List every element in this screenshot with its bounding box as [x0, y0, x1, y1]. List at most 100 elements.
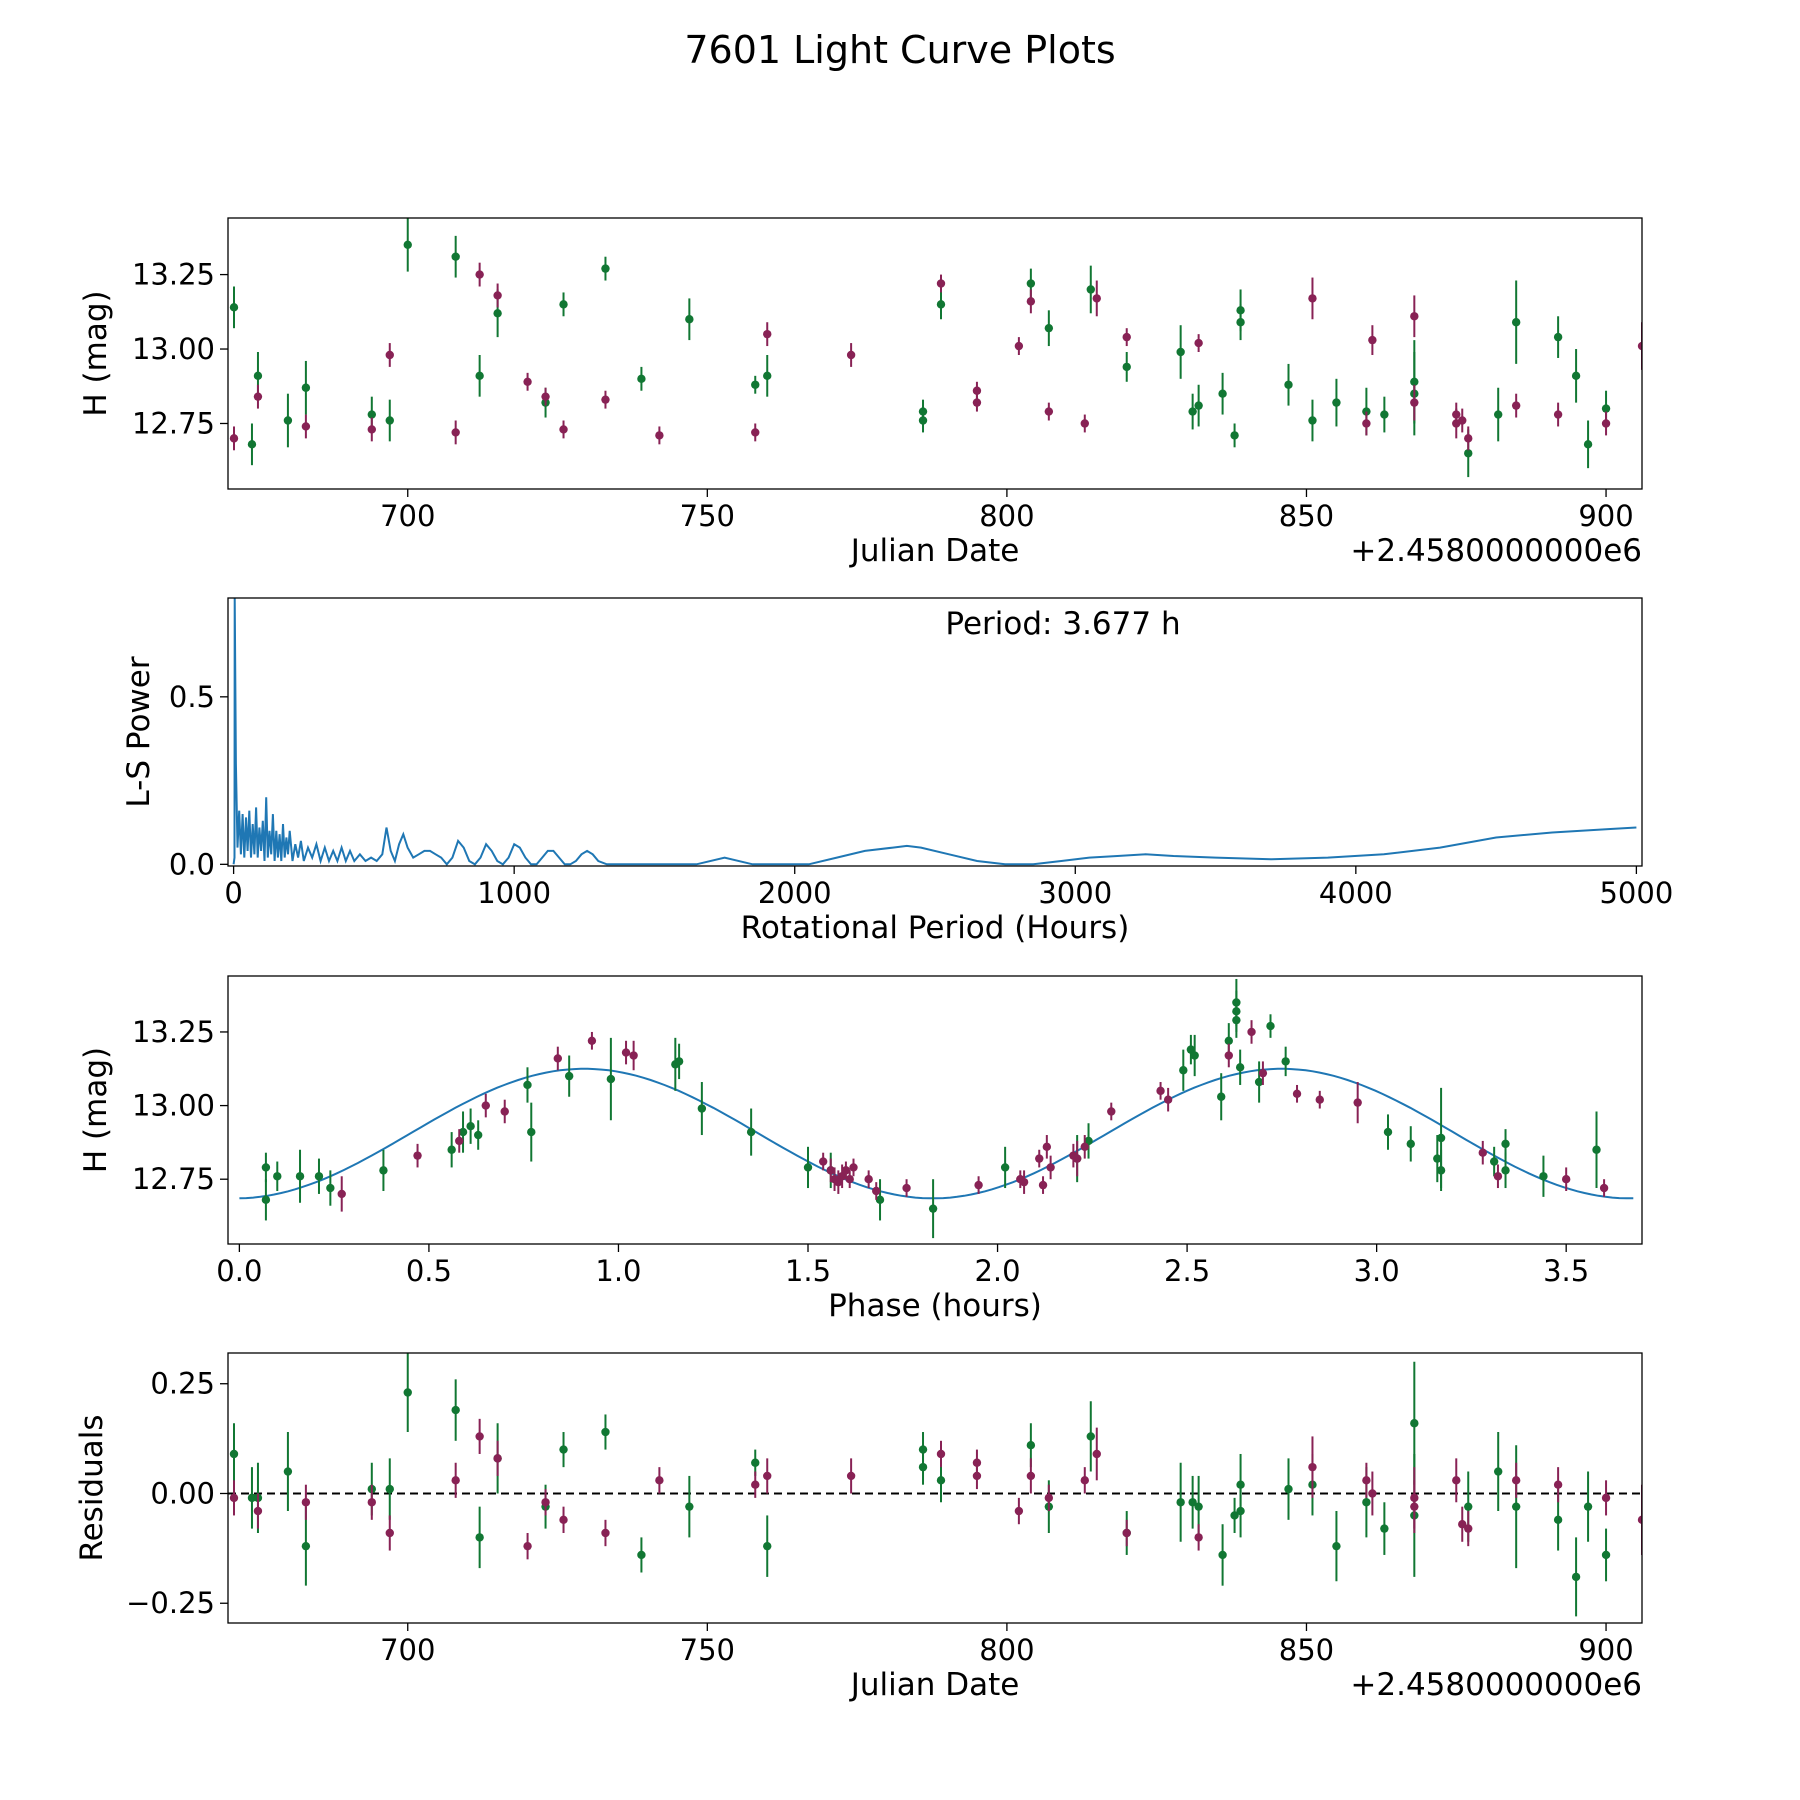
data-point — [763, 1541, 772, 1551]
data-point — [1553, 1515, 1563, 1525]
data-point — [1464, 1524, 1473, 1533]
data-point — [403, 240, 412, 250]
plot-area-lightcurve — [229, 218, 1642, 478]
data-point — [500, 1107, 509, 1116]
data-point — [1464, 434, 1473, 443]
data-point — [1188, 407, 1197, 416]
data-point — [1452, 1476, 1461, 1485]
data-point — [1511, 1502, 1521, 1511]
data-point — [253, 392, 263, 401]
data-point — [367, 1498, 376, 1507]
data-point — [1292, 1089, 1302, 1099]
x-tick-label: 700 — [380, 499, 435, 533]
data-point — [451, 252, 460, 261]
x-tick-label: 750 — [680, 1633, 735, 1667]
y-tick-label: 0.5 — [169, 680, 215, 714]
chart-lightcurve: 700 750 800 850 900 12.75 13.00 13.25 Julian Dat… — [78, 217, 1643, 569]
data-point — [451, 1405, 460, 1415]
data-point — [523, 1080, 532, 1090]
x-tick-label: 5000 — [1599, 876, 1673, 910]
data-point — [928, 1204, 938, 1213]
y-tick-label: −0.25 — [126, 1586, 215, 1620]
data-point — [751, 380, 760, 389]
data-point — [475, 371, 484, 381]
data-point — [637, 1550, 646, 1560]
chart-periodogram: 0 1000 2000 3000 4000 5000 0.0 0.5 Rotational Pe… — [121, 597, 1673, 946]
data-point — [849, 1163, 858, 1172]
data-point — [1122, 332, 1131, 342]
data-point — [1493, 1172, 1503, 1181]
data-point — [1362, 1498, 1371, 1507]
data-point — [1464, 1502, 1473, 1511]
data-point — [229, 1493, 239, 1503]
data-point — [559, 425, 568, 434]
y-axis-label: Residuals — [74, 1414, 110, 1561]
data-point — [1410, 312, 1419, 321]
data-point — [846, 350, 856, 360]
data-point — [451, 1476, 460, 1485]
data-point — [1254, 1077, 1264, 1087]
data-point — [826, 1166, 835, 1175]
y-tick-label: 13.00 — [132, 1089, 215, 1123]
data-point — [1553, 410, 1563, 419]
data-point — [1583, 440, 1593, 449]
x-tick-label: 800 — [979, 1633, 1034, 1667]
x-offset-label: +2.4580000000e6 — [1350, 533, 1642, 569]
data-point — [475, 270, 484, 279]
data-point — [1194, 1502, 1203, 1511]
data-point — [936, 1449, 946, 1459]
data-point — [253, 1506, 263, 1516]
model-fit-line — [239, 1067, 1634, 1200]
data-point — [587, 1036, 597, 1045]
axes-frame — [227, 217, 1643, 490]
x-tick-label: 900 — [1578, 499, 1633, 533]
periodogram-line — [232, 598, 1637, 866]
data-point — [1179, 1066, 1188, 1075]
data-point — [1452, 410, 1461, 419]
series-green — [229, 1353, 1611, 1617]
data-point — [875, 1195, 885, 1205]
y-axis-label: H (mag) — [78, 290, 114, 416]
data-point — [1362, 419, 1371, 428]
data-point — [229, 434, 239, 443]
data-point — [1080, 419, 1089, 428]
data-point — [1266, 1021, 1275, 1031]
data-point — [1511, 318, 1521, 327]
data-point — [1380, 1524, 1389, 1533]
data-point — [1315, 1095, 1324, 1104]
data-point — [1571, 1572, 1581, 1582]
axes-frame — [227, 975, 1643, 1245]
period-annotation: Period: 3.677 h — [945, 606, 1180, 642]
data-point — [553, 1054, 563, 1063]
data-point — [1511, 401, 1521, 410]
data-point — [1218, 1550, 1227, 1560]
data-point — [972, 1471, 982, 1481]
data-point — [1194, 338, 1203, 348]
data-point — [493, 1454, 502, 1463]
data-point — [493, 291, 502, 300]
data-point — [1489, 1157, 1499, 1166]
data-point — [229, 1449, 239, 1459]
data-point — [283, 416, 293, 425]
data-point — [601, 1528, 610, 1538]
data-point — [1156, 1086, 1165, 1096]
data-point — [466, 1121, 475, 1131]
data-point — [301, 1541, 311, 1551]
data-point — [229, 303, 239, 312]
data-point — [1230, 1511, 1239, 1520]
data-point — [637, 374, 646, 384]
data-point — [301, 1498, 311, 1507]
data-point — [1332, 1541, 1341, 1551]
data-point — [326, 1183, 335, 1193]
data-point — [1194, 1533, 1203, 1542]
data-point — [655, 431, 664, 440]
data-point — [697, 1104, 707, 1113]
data-point — [763, 371, 772, 381]
plot-area-phased — [239, 978, 1634, 1239]
data-point — [629, 1051, 638, 1060]
data-point — [475, 1432, 484, 1441]
y-tick-label: 0.25 — [150, 1367, 215, 1401]
x-tick-label: 4000 — [1319, 876, 1393, 910]
data-point — [337, 1189, 346, 1199]
data-point — [1080, 1476, 1089, 1485]
